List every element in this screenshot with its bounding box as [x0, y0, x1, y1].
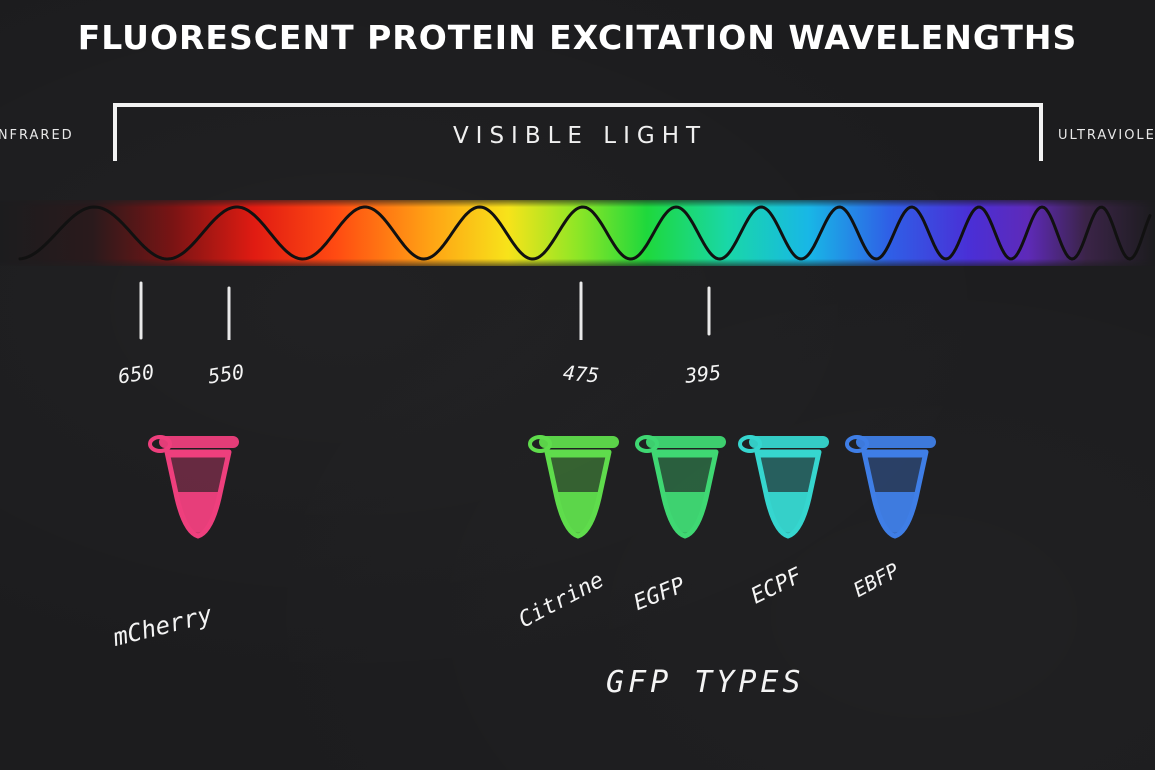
spectrum-band — [0, 200, 1155, 266]
tube-cap — [856, 436, 936, 448]
tube-liquid — [766, 492, 810, 533]
visible-bracket-top — [113, 103, 1043, 107]
citrine-tube-icon — [528, 435, 619, 539]
wavelength-ticks — [139, 281, 711, 340]
protein-label-mcherry: mCherry — [110, 600, 216, 652]
ebfp-tube-icon — [845, 435, 936, 539]
page-title: FLUORESCENT PROTEIN EXCITATION WAVELENGT… — [77, 18, 1078, 57]
tube-outline — [754, 449, 822, 539]
protein-label-citrine: Citrine — [514, 567, 609, 634]
visible-light-label: VISIBLE LIGHT — [452, 123, 708, 149]
wavelength-label-550: 550 — [206, 359, 246, 389]
tube-liquid — [176, 492, 220, 533]
gfp-types-label: GFP TYPES — [606, 665, 805, 700]
visible-bracket-left — [113, 103, 117, 161]
egfp-tube-icon — [635, 435, 726, 539]
wave-line — [18, 205, 1152, 261]
protein-label-egfp: EGFP — [630, 572, 689, 617]
tube-outline — [544, 449, 612, 539]
infrared-label: INFRARED — [0, 128, 74, 143]
tube-liquid — [556, 492, 600, 533]
tube-cap — [646, 436, 726, 448]
tube-cap — [159, 436, 239, 448]
visible-bracket-right — [1039, 103, 1043, 161]
tube-cap — [749, 436, 829, 448]
tube-outline — [164, 449, 232, 539]
mcherry-tube-icon — [148, 435, 239, 539]
wavelength-label-650: 650 — [116, 359, 156, 389]
wavelength-label-395: 395 — [683, 360, 723, 388]
protein-label-ecpf: ECPF — [747, 563, 806, 610]
ultraviolet-label: ULTRAVIOLET — [1058, 128, 1155, 143]
tube-liquid — [663, 492, 707, 533]
tube-outline — [651, 449, 719, 539]
ecfp-tube-icon — [738, 435, 829, 539]
wavelength-label-475: 475 — [562, 360, 601, 388]
tube-liquid — [873, 492, 917, 533]
tube-cap — [539, 436, 619, 448]
protein-label-ebfp: EBFP — [849, 558, 903, 602]
tube-outline — [861, 449, 929, 539]
